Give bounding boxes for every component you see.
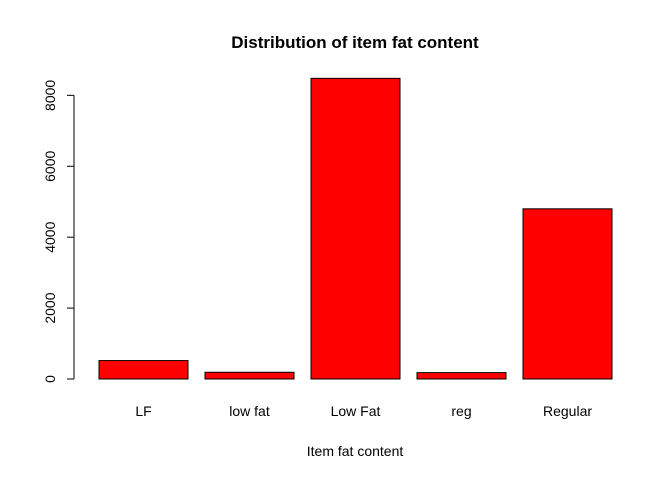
y-ticks: 0 2000 4000 6000 8000: [42, 80, 74, 383]
x-tick-label: LF: [135, 403, 151, 419]
bar-low-fat: [204, 371, 295, 380]
x-tick-label: reg: [451, 403, 471, 419]
chart-title: Distribution of item fat content: [231, 33, 479, 52]
y-tick-label: 2000: [42, 292, 58, 323]
x-tick-labels: LF low fat Low Fat reg Regular: [135, 403, 592, 419]
y-axis: 0 2000 4000 6000 8000: [42, 80, 75, 383]
bars: [98, 77, 613, 380]
y-tick-label: 6000: [42, 150, 58, 181]
bar-reg: [416, 372, 507, 380]
x-tick-label: Regular: [543, 403, 592, 419]
bar-regular: [522, 208, 613, 380]
x-axis-label: Item fat content: [307, 443, 404, 459]
y-tick-label: 4000: [42, 221, 58, 252]
bar-low-fat: [310, 77, 401, 380]
y-tick-label: 8000: [42, 80, 58, 111]
x-tick-label: Low Fat: [331, 403, 381, 419]
bar-lf: [98, 360, 189, 380]
x-tick-label: low fat: [229, 403, 270, 419]
y-tick-label: 0: [42, 375, 58, 383]
